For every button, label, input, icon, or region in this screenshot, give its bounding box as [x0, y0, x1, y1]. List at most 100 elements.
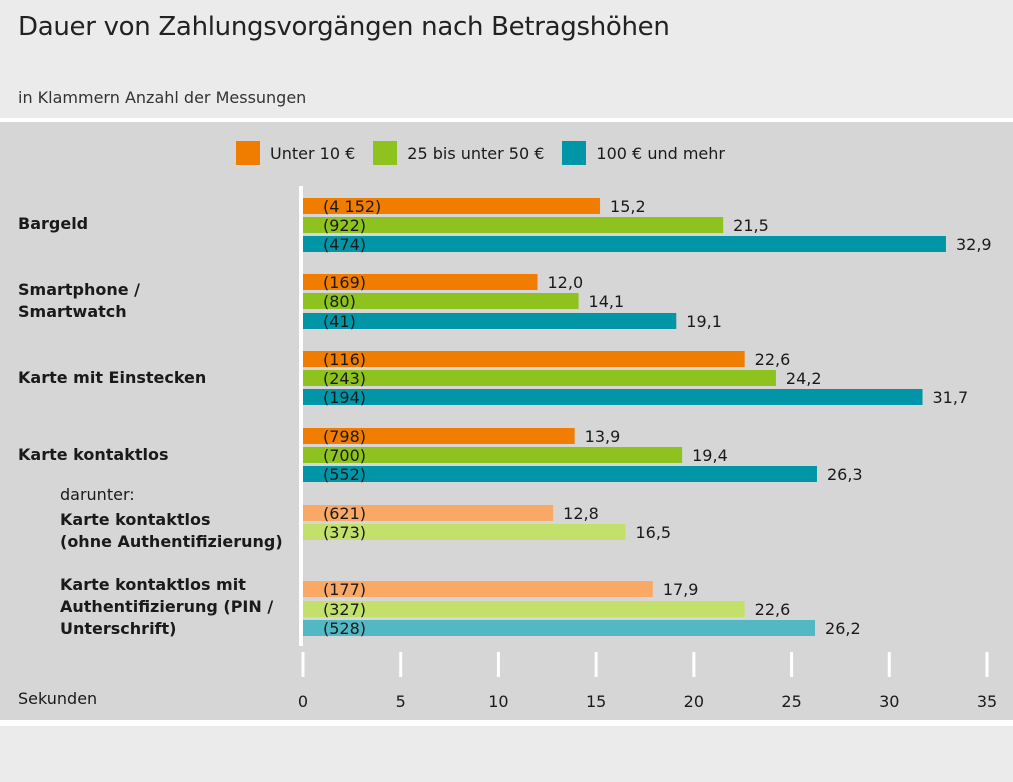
legend-label: 100 € und mehr	[596, 143, 725, 163]
x-tick-label: 15	[586, 692, 606, 711]
count-label: (116)	[323, 350, 366, 369]
legend-swatch-teal	[562, 141, 587, 165]
value-label: 31,7	[933, 388, 969, 407]
x-tick-label: 20	[684, 692, 704, 711]
row-label-line: Karte kontaktlos	[18, 445, 169, 464]
row-label-line: Karte kontaktlos mit	[60, 575, 246, 594]
chart-legend: Unter 10 € 25 bis unter 50 € 100 € und m…	[236, 140, 743, 166]
x-tick-label: 5	[396, 692, 406, 711]
x-tick-label: 30	[879, 692, 899, 711]
bar	[303, 505, 554, 521]
row-label-line: Karte mit Einstecken	[18, 368, 207, 387]
row-label-smartphone: Smartphone / Smartwatch	[18, 279, 140, 323]
bar	[303, 351, 745, 367]
row-label-line: Authentifizierung (PIN /	[60, 597, 274, 616]
x-tick-label: 35	[977, 692, 997, 711]
x-tick	[985, 652, 989, 677]
row-label-line: (ohne Authentifizierung)	[60, 532, 283, 551]
row-label-line: Bargeld	[18, 214, 89, 233]
row-label-bargeld: Bargeld	[18, 213, 88, 235]
count-label: (621)	[323, 504, 366, 523]
bar	[303, 313, 677, 329]
value-label: 26,3	[827, 465, 863, 484]
value-label: 12,8	[563, 504, 599, 523]
count-label: (194)	[323, 388, 366, 407]
value-label: 15,2	[610, 197, 646, 216]
bar	[303, 389, 923, 405]
count-label: (169)	[323, 273, 366, 292]
value-label: 16,5	[635, 523, 671, 542]
count-label: (798)	[323, 427, 366, 446]
row-label-line: Smartwatch	[18, 302, 127, 321]
bar	[303, 217, 724, 233]
x-axis-title: Sekunden	[18, 689, 98, 708]
x-tick-label: 10	[488, 692, 508, 711]
value-label: 22,6	[755, 350, 791, 369]
x-tick	[399, 652, 403, 677]
bar	[303, 236, 946, 252]
legend-item-100-plus: 100 € und mehr	[562, 141, 725, 165]
row-label-line: Unterschrift)	[60, 619, 177, 638]
row-label-karte-kontaktlos: Karte kontaktlos	[18, 444, 168, 466]
bar	[303, 524, 626, 540]
x-tick	[594, 652, 598, 677]
bottom-divider	[0, 720, 1013, 726]
bar	[303, 601, 745, 617]
legend-item-under-10: Unter 10 €	[236, 141, 355, 165]
bar	[303, 198, 601, 214]
bar	[303, 274, 538, 290]
chart-subtitle: in Klammern Anzahl der Messungen	[18, 88, 307, 107]
x-tick-label: 0	[298, 692, 308, 711]
value-label: 24,2	[786, 369, 822, 388]
bar	[303, 428, 575, 444]
bar	[303, 581, 653, 597]
value-label: 19,1	[686, 312, 722, 331]
value-label: 22,6	[755, 600, 791, 619]
value-label: 12,0	[548, 273, 584, 292]
legend-item-25-to-50: 25 bis unter 50 €	[373, 141, 544, 165]
row-label-kontaktlos-mit-auth: Karte kontaktlos mit Authentifizierung (…	[60, 574, 273, 640]
darunter-label: darunter:	[60, 485, 135, 504]
bar	[303, 466, 817, 482]
count-label: (373)	[323, 523, 366, 542]
bar	[303, 293, 579, 309]
y-axis-line	[299, 186, 303, 646]
bar	[303, 447, 683, 463]
count-label: (80)	[323, 292, 356, 311]
top-divider	[0, 118, 1013, 122]
count-label: (922)	[323, 216, 366, 235]
x-tick	[790, 652, 794, 677]
x-tick-label: 25	[781, 692, 801, 711]
legend-swatch-orange	[236, 141, 260, 165]
count-label: (41)	[323, 312, 356, 331]
count-label: (474)	[323, 235, 366, 254]
row-label-line: Smartphone /	[18, 280, 141, 299]
x-tick	[887, 652, 891, 677]
bar	[303, 620, 816, 636]
value-label: 32,9	[956, 235, 992, 254]
bar	[303, 370, 776, 386]
row-label-line: Karte kontaktlos	[60, 510, 211, 529]
count-label: (243)	[323, 369, 366, 388]
count-label: (327)	[323, 600, 366, 619]
value-label: 13,9	[585, 427, 621, 446]
legend-label: Unter 10 €	[270, 143, 356, 163]
count-label: (700)	[323, 446, 366, 465]
value-label: 19,4	[692, 446, 728, 465]
row-label-kontaktlos-ohne-auth: Karte kontaktlos (ohne Authentifizierung…	[60, 509, 283, 553]
value-label: 14,1	[589, 292, 625, 311]
count-label: (552)	[323, 465, 366, 484]
value-label: 21,5	[733, 216, 769, 235]
row-label-karte-einstecken: Karte mit Einstecken	[18, 367, 206, 389]
legend-label: 25 bis unter 50 €	[407, 143, 545, 163]
x-tick	[301, 652, 305, 677]
x-tick	[496, 652, 500, 677]
x-tick	[692, 652, 696, 677]
chart-title: Dauer von Zahlungsvorgängen nach Betrags…	[18, 12, 670, 42]
value-label: 17,9	[663, 580, 699, 599]
count-label: (177)	[323, 580, 366, 599]
legend-swatch-green	[373, 141, 398, 165]
count-label: (4 152)	[323, 197, 381, 216]
value-label: 26,2	[825, 619, 861, 638]
